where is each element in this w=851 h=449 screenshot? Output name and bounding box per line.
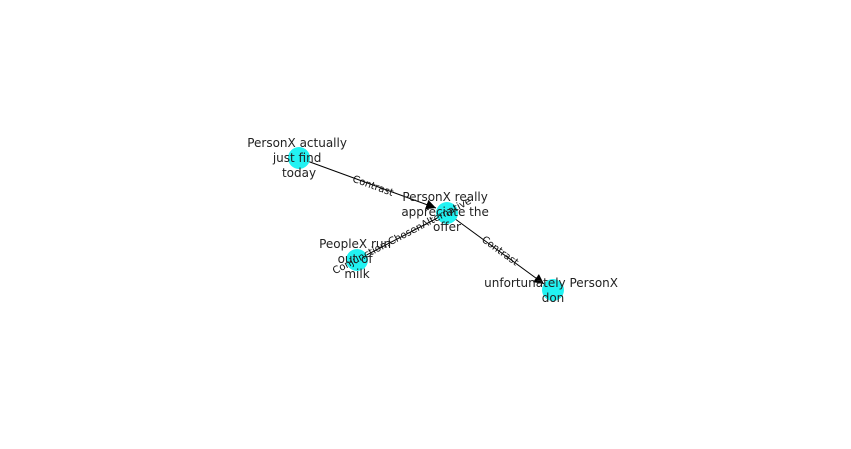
node-label-n1-line-3: today: [282, 166, 316, 180]
node-n2[interactable]: [436, 202, 458, 224]
node-labels-layer: PersonX actually just find today PersonX…: [247, 136, 622, 305]
node-n4[interactable]: [542, 279, 564, 301]
node-label-n4-line-1: unfortunately PersonX: [484, 276, 618, 290]
node-label-n2: PersonX really appreciate the offer: [401, 190, 492, 234]
node-label-n3: PeopleX run out of milk: [319, 237, 395, 281]
edge-n3-n2: [356, 212, 448, 261]
node-label-n2-line-3: offer: [433, 220, 461, 234]
edge-n2-n4: [446, 212, 545, 285]
node-label-n1-line-1: PersonX actually: [247, 136, 347, 150]
node-label-n2-line-1: PersonX really: [402, 190, 488, 204]
node-label-n3-line-3: milk: [344, 267, 369, 281]
node-label-n4: unfortunately PersonX don: [484, 276, 622, 305]
node-n1[interactable]: [288, 147, 310, 169]
node-label-n1-line-2: just find: [272, 151, 322, 165]
node-label-n1: PersonX actually just find today: [247, 136, 351, 180]
edge-label-n1-n2: Contrast: [351, 174, 395, 199]
node-label-n3-line-1: PeopleX run: [319, 237, 391, 251]
edges-layer: [298, 157, 545, 285]
node-n3[interactable]: [346, 249, 368, 271]
node-label-n3-line-2: out of: [338, 252, 374, 266]
edge-label-n2-n4: Contrast: [479, 234, 520, 268]
node-label-n2-line-2: appreciate the: [401, 205, 489, 219]
edge-n1-n2: [298, 157, 437, 210]
node-label-n4-line-2: don: [542, 291, 565, 305]
nodes-layer: [288, 147, 564, 301]
